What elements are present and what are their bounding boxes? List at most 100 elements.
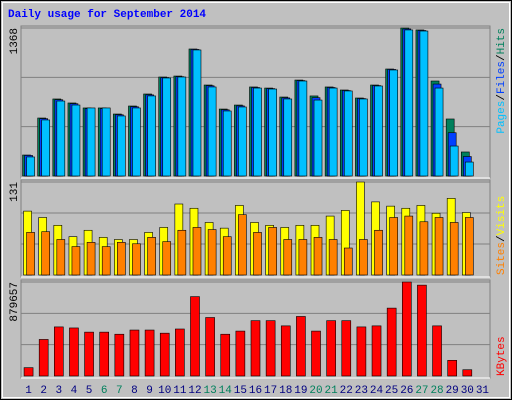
bar — [23, 367, 34, 377]
bar — [419, 30, 429, 177]
bar — [117, 242, 126, 276]
x-tick-label: 24 — [370, 385, 384, 397]
x-tick-label: 2 — [40, 385, 47, 397]
legend: Sites/Visits — [496, 196, 508, 275]
x-tick-label: 6 — [101, 385, 108, 397]
bar — [177, 229, 187, 276]
bar — [371, 325, 382, 377]
bar — [356, 326, 367, 377]
bar — [401, 281, 412, 377]
bar — [101, 246, 111, 276]
bar — [26, 232, 35, 276]
x-tick-label: 16 — [249, 385, 262, 397]
bar — [268, 88, 277, 177]
bar — [465, 161, 474, 177]
bar — [280, 325, 291, 377]
bar — [192, 49, 202, 177]
bar — [99, 331, 110, 377]
bar — [404, 215, 414, 276]
bar — [462, 369, 473, 377]
bar — [71, 246, 81, 276]
bar — [417, 284, 427, 377]
x-tick-label: 13 — [204, 385, 217, 397]
x-tick-label: 4 — [71, 385, 78, 397]
bar — [326, 320, 336, 377]
bar — [147, 95, 156, 177]
bar — [447, 360, 457, 377]
bar — [222, 110, 232, 177]
bar — [328, 239, 338, 276]
x-tick-label: 28 — [430, 385, 443, 397]
bar — [343, 90, 353, 177]
bar — [220, 333, 231, 377]
bar — [432, 325, 442, 377]
x-tick-label: 27 — [415, 385, 428, 397]
bar — [41, 231, 50, 276]
bar — [162, 77, 172, 177]
bar — [374, 85, 383, 177]
x-tick-label: 21 — [325, 385, 339, 397]
x-tick-label: 23 — [355, 385, 368, 397]
bar — [132, 107, 141, 177]
legend-separator: / — [496, 94, 508, 101]
bar — [311, 330, 321, 377]
bar — [313, 237, 323, 276]
bar — [253, 87, 262, 177]
legend-entry: Sites — [496, 242, 508, 275]
bar — [205, 317, 215, 377]
bar — [86, 242, 96, 276]
legend: Pages/Files/Hits — [496, 28, 508, 134]
x-tick-label: 8 — [131, 385, 138, 397]
bar — [341, 320, 352, 377]
bar — [386, 307, 397, 377]
x-tick-label: 15 — [234, 385, 247, 397]
bar — [26, 156, 35, 177]
legend-entry: KBytes — [496, 336, 508, 376]
x-tick-label: 5 — [86, 385, 93, 397]
bar — [250, 320, 261, 377]
x-tick-label: 10 — [158, 385, 171, 397]
bar — [117, 115, 126, 177]
x-tick-label: 31 — [476, 385, 490, 397]
bar — [313, 99, 323, 177]
x-tick-label: 29 — [446, 385, 459, 397]
bar — [38, 339, 49, 377]
bar — [419, 221, 429, 276]
bar — [84, 331, 94, 377]
bar — [298, 239, 308, 276]
x-tick-label: 14 — [219, 385, 233, 397]
legend-separator: / — [496, 235, 508, 242]
bar — [465, 217, 474, 276]
bar — [56, 100, 66, 177]
bar — [177, 76, 187, 177]
legend-separator: / — [496, 54, 508, 61]
bar — [359, 98, 368, 177]
bar — [101, 107, 111, 177]
x-tick-label: 22 — [340, 385, 353, 397]
bar — [41, 119, 50, 177]
bar — [192, 227, 202, 276]
bar — [296, 316, 306, 377]
y-tick-label: 1368 — [9, 28, 21, 54]
bar — [69, 327, 79, 377]
bar — [207, 86, 217, 177]
x-tick-label: 7 — [116, 385, 123, 397]
bar — [328, 87, 338, 177]
bar — [389, 217, 398, 276]
bar — [162, 241, 172, 276]
bar — [175, 328, 185, 377]
x-tick-label: 18 — [279, 385, 292, 397]
bar — [129, 329, 140, 377]
x-tick-label: 30 — [461, 385, 474, 397]
legend-entry: Visits — [496, 196, 508, 236]
bar — [265, 320, 276, 377]
legend-entry: Files — [496, 61, 508, 94]
bar — [434, 87, 444, 177]
bar — [389, 69, 398, 177]
bar — [238, 214, 247, 276]
bar — [449, 145, 459, 177]
bar — [132, 243, 141, 276]
bar — [283, 98, 293, 177]
bar — [359, 239, 368, 276]
